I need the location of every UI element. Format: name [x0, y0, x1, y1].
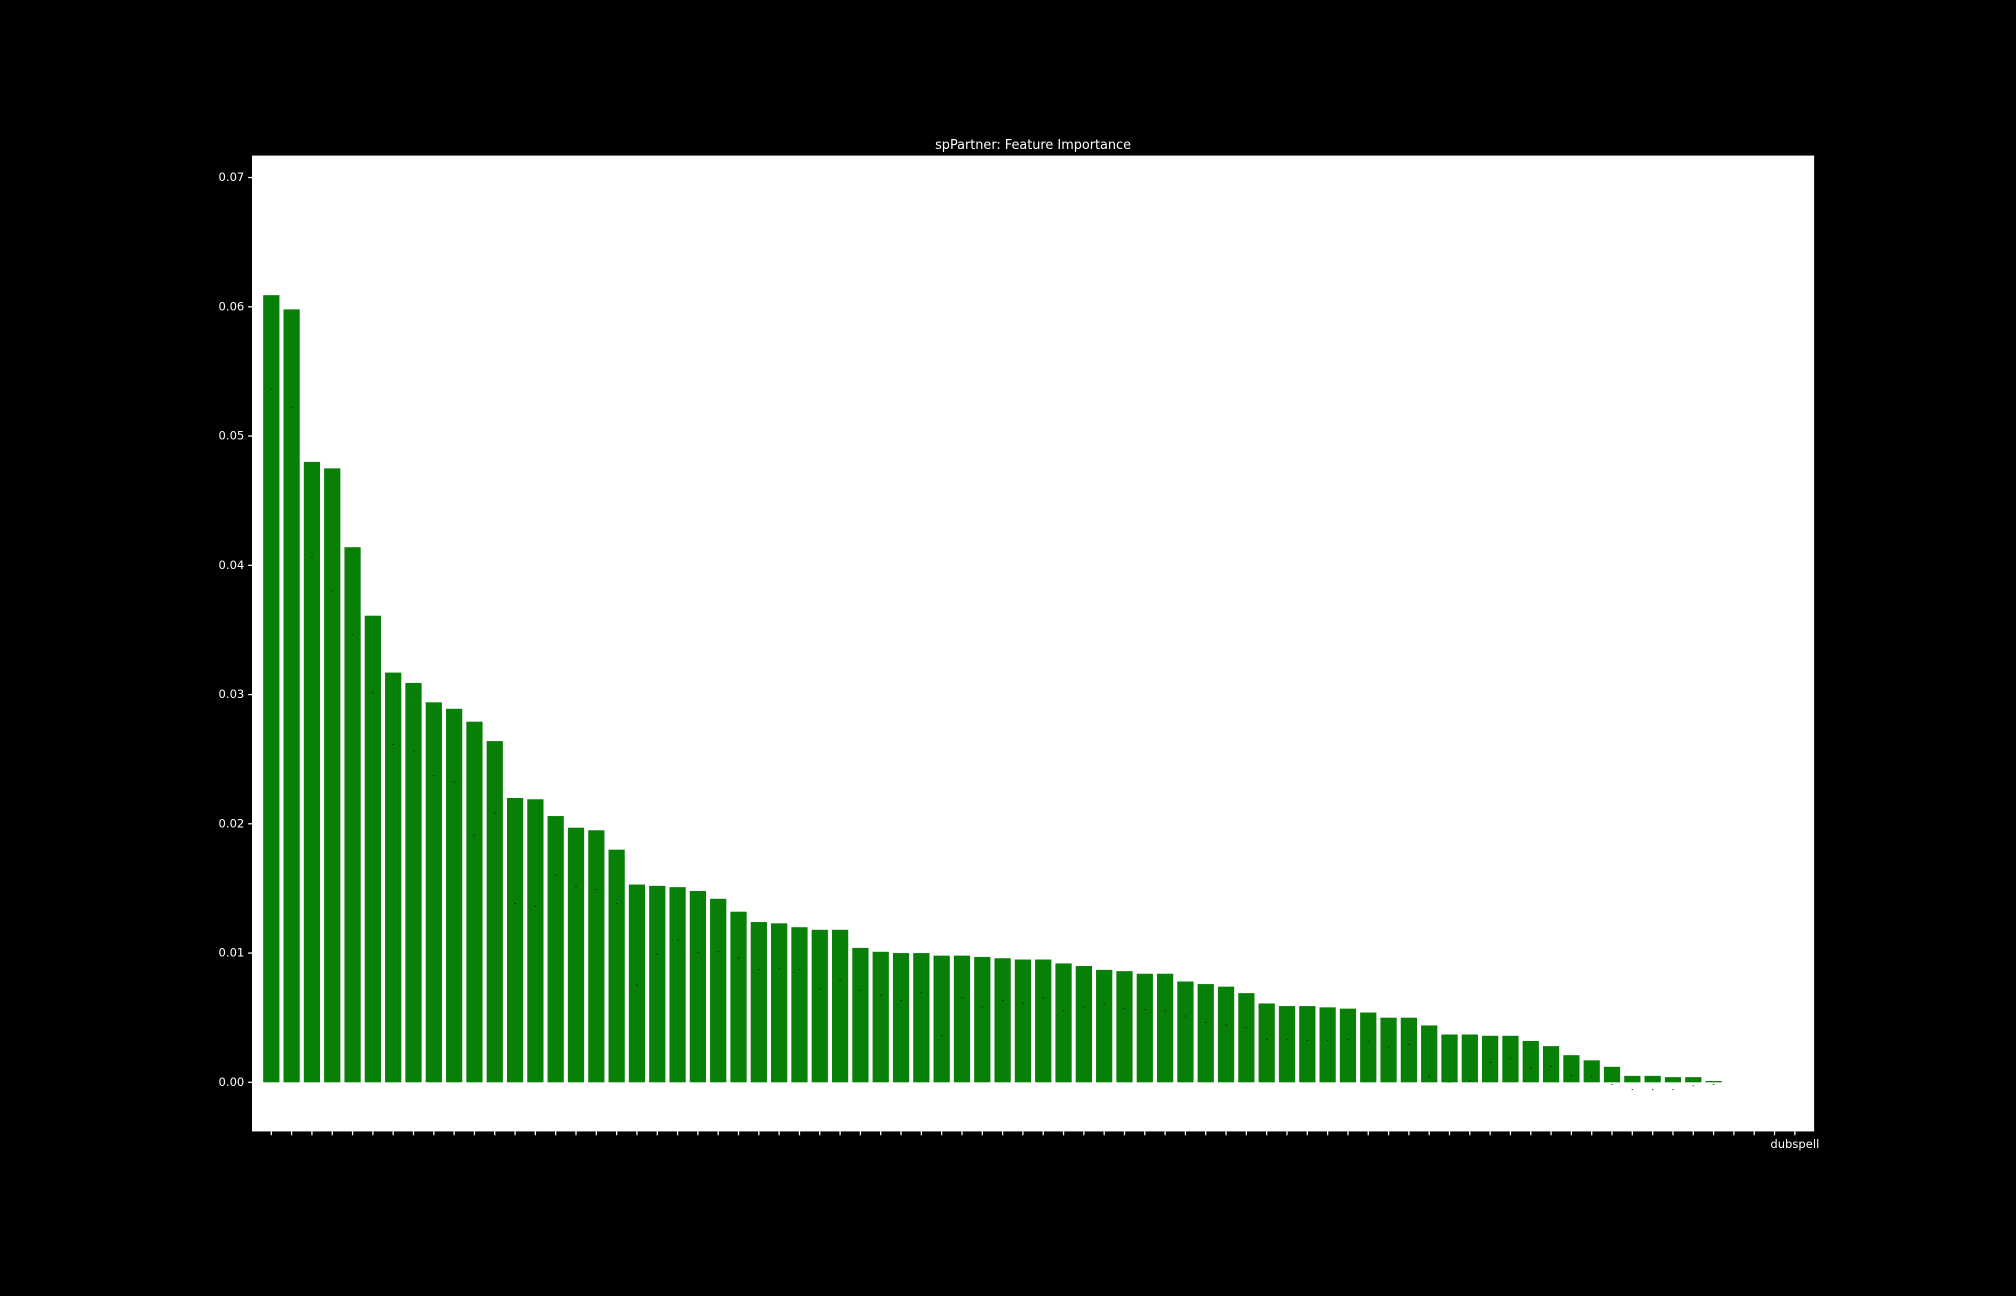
bar — [1014, 959, 1032, 1083]
bar — [872, 951, 889, 1083]
y-tick-label: 0.07 — [219, 170, 245, 184]
bar — [1563, 1055, 1580, 1083]
bar — [730, 911, 747, 1083]
bar — [608, 849, 625, 1083]
bar — [771, 923, 788, 1083]
bar — [588, 830, 605, 1083]
bar — [324, 468, 341, 1083]
bar — [1644, 1075, 1661, 1083]
bar — [1400, 1017, 1418, 1083]
bar — [385, 672, 402, 1083]
bar — [669, 887, 686, 1083]
bar — [1278, 1006, 1296, 1083]
bar — [1197, 984, 1214, 1083]
bar — [649, 885, 666, 1083]
bar — [1583, 1060, 1600, 1083]
bar — [1055, 963, 1072, 1083]
bar — [1482, 1035, 1499, 1083]
chart-title: spPartner: Feature Importance — [935, 138, 1131, 153]
bar — [1136, 973, 1153, 1083]
bar — [1461, 1034, 1478, 1083]
bar — [1177, 981, 1194, 1083]
bar — [1441, 1034, 1458, 1083]
bar — [1217, 986, 1235, 1083]
bar — [1319, 1007, 1336, 1083]
bar — [1624, 1075, 1641, 1083]
bar — [628, 884, 646, 1083]
bar — [1685, 1077, 1702, 1083]
bar — [1705, 1081, 1722, 1083]
bar — [1035, 959, 1052, 1083]
bar — [831, 929, 849, 1083]
x-tick-label: dubspell — [1770, 1137, 1819, 1151]
bar — [1360, 1012, 1377, 1083]
y-tick-label: 0.01 — [219, 946, 245, 960]
bar — [344, 547, 361, 1083]
bar — [466, 721, 483, 1083]
bar — [1502, 1035, 1519, 1083]
y-tick-label: 0.04 — [219, 558, 245, 572]
bar — [1664, 1077, 1682, 1083]
y-tick-label: 0.05 — [219, 429, 245, 443]
bar — [974, 956, 991, 1083]
y-tick-label: 0.02 — [219, 816, 245, 830]
bar — [1075, 965, 1092, 1083]
y-tick-label: 0.03 — [219, 687, 245, 701]
bar — [913, 953, 930, 1083]
bar — [1339, 1008, 1357, 1083]
bar — [425, 702, 442, 1083]
bar — [263, 295, 280, 1083]
bar — [791, 927, 808, 1083]
bar — [1380, 1017, 1397, 1083]
bar — [852, 947, 869, 1083]
bar — [567, 827, 585, 1083]
bar — [710, 898, 727, 1083]
bar — [811, 929, 828, 1083]
bar — [1156, 973, 1174, 1083]
bar — [994, 958, 1011, 1083]
bar — [1522, 1040, 1539, 1083]
bar — [1116, 971, 1133, 1083]
bar — [750, 922, 767, 1083]
y-tick-label: 0.06 — [219, 299, 245, 313]
bar — [445, 708, 463, 1083]
bar — [1299, 1006, 1316, 1083]
bar — [506, 797, 524, 1083]
y-tick-label: 0.00 — [219, 1075, 245, 1089]
bar — [892, 953, 910, 1083]
bar — [1603, 1066, 1621, 1083]
bar — [405, 682, 422, 1083]
bar — [689, 891, 707, 1083]
bar — [1238, 993, 1255, 1083]
bar — [283, 309, 300, 1083]
bar — [1542, 1046, 1560, 1083]
bar — [527, 799, 544, 1083]
bar — [364, 615, 381, 1083]
bar — [933, 955, 950, 1083]
bar — [303, 461, 321, 1083]
bar — [486, 741, 503, 1083]
bar — [1421, 1025, 1438, 1083]
bar — [547, 816, 564, 1083]
plot-area — [252, 155, 1815, 1132]
bar — [1258, 1003, 1275, 1083]
bar — [1096, 969, 1113, 1083]
bar — [953, 955, 971, 1083]
